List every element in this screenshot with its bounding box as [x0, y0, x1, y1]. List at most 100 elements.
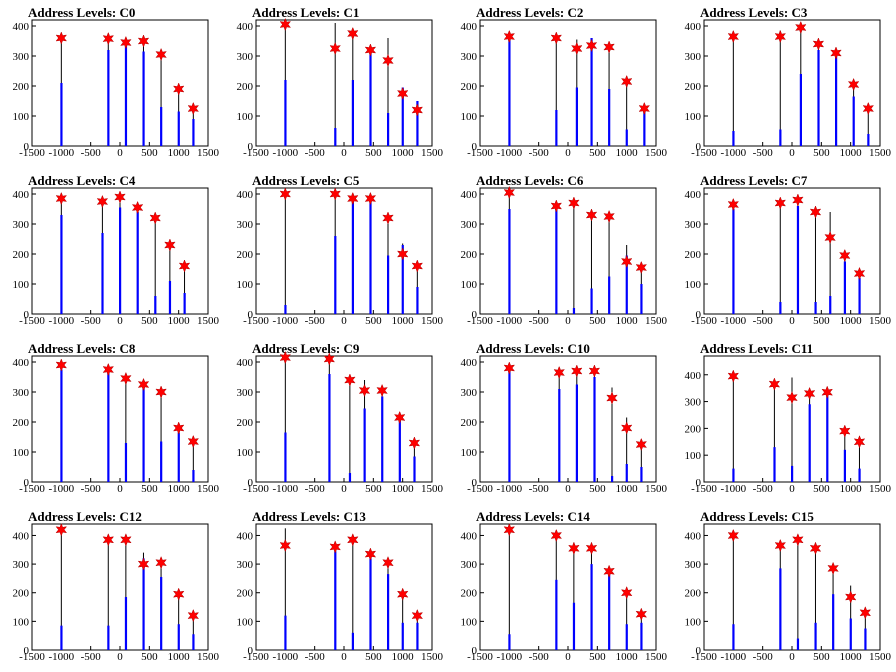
peak-marker — [396, 86, 409, 101]
plot-area: 0 100 200 300 400 -1500 -1000 -500 0 500 1000 1500 — [13, 19, 220, 159]
peak-marker — [839, 248, 851, 263]
x-tick-label: -500 — [305, 147, 326, 159]
x-tick-label: 500 — [141, 651, 158, 663]
y-tick-label: 100 — [237, 447, 254, 459]
x-tick-label: -1500 — [691, 147, 717, 159]
y-tick-label: 0 — [696, 645, 702, 657]
plot-frame — [703, 523, 881, 651]
chart-title: Address Levels: C14 — [476, 509, 590, 524]
x-tick-label: -1000 — [48, 651, 74, 663]
peak-marker — [120, 35, 132, 50]
spike-bar — [773, 447, 776, 482]
peak-marker — [550, 528, 563, 543]
spike-bar — [351, 80, 354, 146]
spike-bar — [732, 131, 735, 146]
spike-bar — [60, 215, 63, 314]
peak-marker — [344, 373, 356, 387]
x-tick-label: -1000 — [272, 147, 298, 159]
peak-marker — [768, 377, 781, 391]
spike-bar — [107, 50, 110, 146]
peak-marker — [187, 434, 200, 449]
x-tick-label: -500 — [81, 651, 102, 663]
spike-bar — [835, 56, 838, 146]
x-tick-label: -500 — [529, 651, 550, 663]
peak-marker — [137, 34, 150, 48]
x-tick-label: 0 — [341, 315, 347, 327]
peak-marker — [364, 191, 377, 206]
y-tick-label: 100 — [685, 279, 702, 291]
y-tick-label: 0 — [24, 141, 30, 153]
spike-bar — [640, 284, 643, 314]
x-tick-label: 1000 — [168, 651, 191, 663]
x-tick-label: -500 — [305, 651, 326, 663]
spike-bar — [625, 464, 628, 482]
x-tick-label: -1000 — [496, 147, 522, 159]
peak-marker — [503, 361, 516, 375]
x-tick-label: -1500 — [19, 315, 45, 327]
x-tick-label: 1500 — [197, 315, 220, 327]
x-tick-label: 1500 — [645, 651, 668, 663]
spike-bar — [416, 101, 419, 146]
spike-bar — [124, 443, 128, 482]
y-tick-label: 300 — [237, 51, 254, 63]
peak-marker — [137, 377, 150, 392]
chart-title: Address Levels: C0 — [28, 5, 136, 20]
peak-marker — [844, 590, 857, 604]
x-tick-label: -1000 — [48, 483, 74, 495]
peak-marker — [635, 607, 648, 621]
spike-bar — [177, 624, 180, 650]
peak-marker — [102, 533, 115, 547]
spike-bar — [160, 576, 163, 650]
peak-marker — [393, 410, 406, 425]
peak-marker — [774, 538, 787, 553]
spike-bar — [608, 276, 611, 314]
peak-marker — [585, 38, 598, 53]
peak-marker — [603, 209, 615, 224]
peak-marker — [329, 41, 341, 56]
peak-marker — [550, 31, 563, 45]
spike-bar — [858, 278, 861, 314]
x-tick-label: 1500 — [421, 315, 444, 327]
chart-title: Address Levels: C2 — [476, 5, 584, 20]
y-tick-label: 200 — [685, 588, 702, 600]
peak-marker — [620, 586, 633, 600]
x-tick-label: 1000 — [168, 315, 191, 327]
peak-marker — [329, 187, 341, 201]
peak-marker — [347, 533, 359, 547]
x-tick-label: -500 — [81, 315, 102, 327]
spike-bar — [808, 404, 811, 482]
x-tick-label: -1500 — [243, 147, 269, 159]
x-tick-label: -1500 — [243, 483, 269, 495]
spike-bar — [779, 302, 782, 314]
spike-bar — [608, 89, 611, 146]
x-tick-label: 1500 — [869, 315, 892, 327]
peak-marker — [853, 435, 866, 449]
peak-marker — [55, 191, 68, 206]
peak-marker — [839, 424, 851, 438]
spike-bar — [814, 622, 817, 650]
spike-bar — [381, 396, 384, 482]
x-tick-label: 1500 — [421, 651, 444, 663]
chart-panel-7: Address Levels: C7 0 100 200 300 400 -1500 -100… — [672, 168, 896, 336]
spike-bar — [832, 594, 835, 650]
spike-bar — [416, 622, 419, 650]
peak-marker — [635, 260, 648, 275]
peak-marker — [503, 29, 516, 44]
peak-marker — [364, 43, 377, 57]
peak-marker — [279, 350, 292, 365]
spike-bar — [387, 574, 390, 650]
peak-marker — [803, 386, 816, 401]
spike-bar — [558, 389, 561, 482]
spike-bar — [640, 467, 643, 482]
y-tick-label: 200 — [237, 249, 254, 261]
spike-bar — [334, 128, 337, 146]
spike-bar — [177, 111, 180, 146]
peak-marker — [824, 230, 836, 245]
y-tick-label: 0 — [24, 477, 30, 489]
chart-title: Address Levels: C6 — [476, 173, 584, 188]
spike-bar — [864, 628, 867, 650]
y-tick-label: 0 — [248, 309, 254, 321]
y-tick-label: 400 — [13, 21, 30, 33]
peak-marker — [323, 352, 336, 366]
peak-marker — [347, 191, 359, 206]
